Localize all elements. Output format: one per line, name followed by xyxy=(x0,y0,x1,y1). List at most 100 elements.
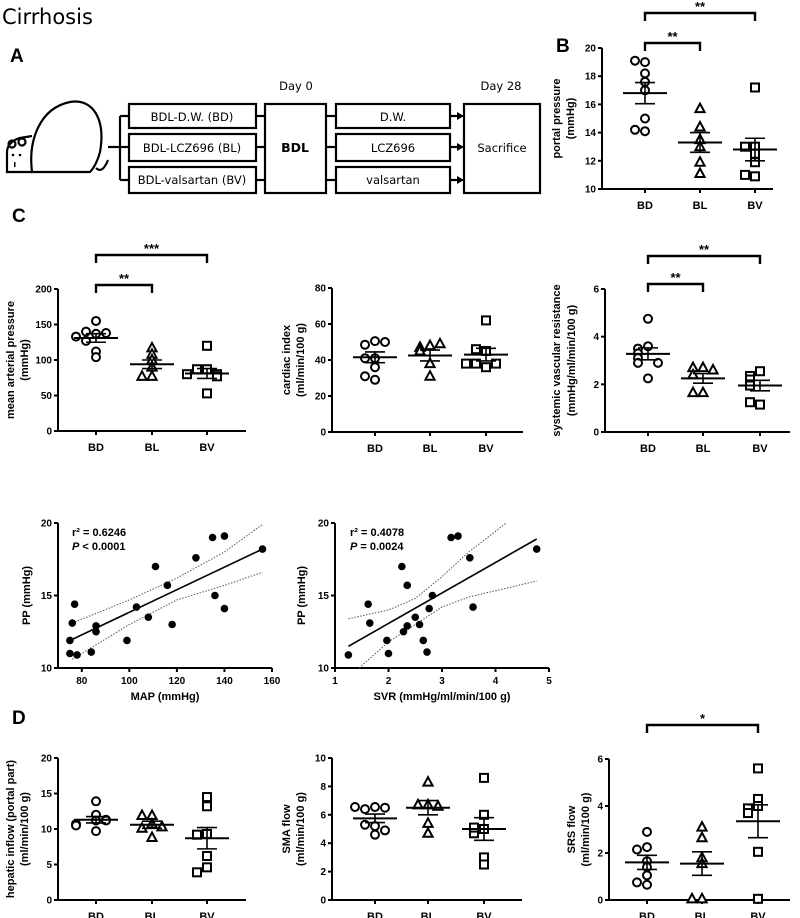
y-tick-label: 10 xyxy=(41,825,53,836)
rat-face xyxy=(11,153,22,167)
data-point-triangle xyxy=(423,338,437,351)
data-point-square xyxy=(481,362,491,373)
data-point-square xyxy=(753,893,763,904)
data-point xyxy=(168,620,176,629)
data-point xyxy=(70,600,79,608)
y-tick-label: 18 xyxy=(585,72,597,83)
y-tick-label: 2 xyxy=(320,867,326,878)
data-point-circle xyxy=(642,870,652,881)
data-point-triangle xyxy=(686,385,700,398)
figure-title: Cirrhosis xyxy=(2,5,93,29)
x-category-label: BL xyxy=(693,200,708,212)
y-tick-label: 80 xyxy=(315,284,327,295)
confidence-band-lower xyxy=(72,571,263,660)
data-point-circle xyxy=(91,826,101,837)
data-point xyxy=(66,636,74,645)
p-value: = 0.0024 xyxy=(357,541,404,553)
y-axis-label: cardiac index xyxy=(281,324,293,395)
arrow-right-icon xyxy=(457,112,464,184)
treatment-box-dw xyxy=(334,102,452,130)
data-point-triangle xyxy=(421,816,435,828)
data-point-square xyxy=(469,822,479,833)
data-point-circle xyxy=(640,57,650,68)
sacrifice-label: Sacrifice xyxy=(477,141,526,155)
data-point-circle xyxy=(640,126,650,137)
data-point-circle xyxy=(380,802,390,813)
x-category-label: BD xyxy=(640,443,656,455)
data-point-circle xyxy=(643,373,653,384)
data-point xyxy=(403,581,412,590)
y-axis-label: PP (mmHg) xyxy=(296,566,308,625)
data-point-square xyxy=(750,82,760,93)
x-category-label: BL xyxy=(695,911,710,918)
data-point-circle xyxy=(630,55,640,66)
x-tick-label: 160 xyxy=(264,676,281,687)
y-tick-label: 4 xyxy=(320,839,326,850)
data-point xyxy=(428,591,437,600)
y-tick-label: 0 xyxy=(46,896,52,907)
y-axis-label: (mmHg) xyxy=(19,339,31,381)
y-tick-label: 20 xyxy=(585,44,597,55)
x-tick-label: 80 xyxy=(76,676,88,687)
y-tick-label: 6 xyxy=(593,285,599,296)
data-point-square xyxy=(740,169,750,180)
data-point-circle xyxy=(370,801,380,812)
group-box-bd xyxy=(127,102,258,130)
data-point-circle xyxy=(640,68,650,79)
significance-label: ** xyxy=(670,270,681,285)
chart-panel-4: 10 15 20 80 100 120 140 160 MAP (mmHg) PP (mmHg) r… xyxy=(21,519,281,704)
significance-bracket xyxy=(643,41,702,51)
data-point xyxy=(92,622,100,630)
study-design-diagram: BDL-D.W. (BD) BDL-LCZ696 (BL) BDL-valsar… xyxy=(5,79,542,195)
significance-bracket xyxy=(643,11,757,21)
y-axis-label: (ml/min/100 g) xyxy=(19,792,31,866)
y-tick-label: 12 xyxy=(585,156,597,167)
x-category-label: BD xyxy=(88,911,104,918)
y-tick-label: 15 xyxy=(318,591,330,602)
y-tick-label: 10 xyxy=(318,664,330,675)
day28-label: Day 28 xyxy=(481,79,522,93)
data-point xyxy=(220,532,229,540)
confidence-band-upper xyxy=(348,522,507,620)
y-tick-label: 0 xyxy=(320,428,326,439)
data-point-square xyxy=(471,344,481,355)
data-point-triangle xyxy=(706,362,720,375)
y-tick-label: 200 xyxy=(35,285,52,296)
data-point-square xyxy=(479,772,489,783)
data-point xyxy=(66,649,74,658)
sacrifice-box xyxy=(462,102,542,195)
data-point xyxy=(415,620,424,629)
significance-bracket xyxy=(94,253,209,263)
regression-line xyxy=(348,538,538,647)
significance-label: ** xyxy=(699,242,710,257)
y-axis-label: SMA flow xyxy=(281,804,293,854)
significance-label: * xyxy=(700,711,706,726)
y-tick-label: 10 xyxy=(41,664,53,675)
treatment-box-lcz696 xyxy=(334,132,452,163)
data-point-circle xyxy=(642,879,652,890)
y-tick-label: 6 xyxy=(597,755,603,766)
x-axis-label: SVR (mmHg/ml/min/100 g) xyxy=(374,691,511,703)
x-tick-label: 120 xyxy=(169,676,186,687)
y-tick-label: 6 xyxy=(320,810,326,821)
diagram-connectors xyxy=(108,114,458,182)
data-point xyxy=(364,600,372,608)
data-point xyxy=(123,636,131,645)
y-tick-label: 8 xyxy=(320,782,326,793)
data-point-circle xyxy=(91,315,101,326)
data-point-circle xyxy=(370,829,380,840)
significance-bracket xyxy=(645,723,760,733)
panel-label-c: C xyxy=(12,206,26,227)
p-value: < 0.0001 xyxy=(79,541,125,553)
x-category-label: BD xyxy=(639,911,655,918)
y-axis-label: (mmHg) xyxy=(565,97,577,139)
group-label-bd: BDL-D.W. (BD) xyxy=(151,110,234,124)
panel-label-b: B xyxy=(556,36,570,57)
data-point-circle xyxy=(91,796,101,807)
data-point-circle xyxy=(71,820,81,831)
data-point-circle xyxy=(632,844,642,855)
r-squared-label: r² = 0.4078 xyxy=(350,527,404,539)
data-point xyxy=(258,545,267,553)
significance-bracket xyxy=(646,282,705,292)
data-point-square xyxy=(753,763,763,774)
